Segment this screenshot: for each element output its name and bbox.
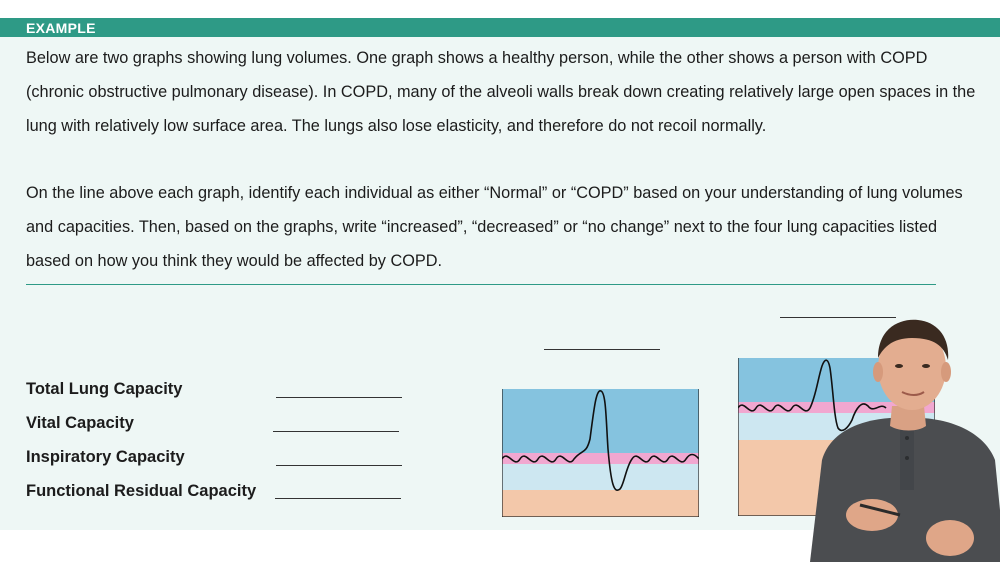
instructions-paragraph: On the line above each graph, identify e… — [26, 184, 963, 270]
lung-volume-graph-1 — [502, 389, 699, 517]
intro-paragraph: Below are two graphs showing lung volume… — [26, 49, 976, 135]
graph-1-breathing-trace — [502, 390, 699, 491]
capacity-label-total-lung: Total Lung Capacity — [26, 380, 183, 398]
answer-blank-inspiratory[interactable] — [276, 465, 402, 466]
section-divider — [26, 284, 936, 285]
answer-blank-functional-residual[interactable] — [275, 498, 401, 499]
graph-1-expiratory-reserve-band — [502, 464, 699, 490]
example-header-label: EXAMPLE — [26, 20, 96, 36]
graph-2-title-blank[interactable] — [780, 317, 896, 318]
graph-1-tidal-volume-band — [502, 453, 699, 464]
answer-blank-total-lung[interactable] — [276, 397, 402, 398]
capacity-label-functional-residual: Functional Residual Capacity — [26, 482, 257, 500]
graph-1-title-blank[interactable] — [544, 349, 660, 350]
graph-1-residual-volume-band — [502, 490, 699, 517]
graph-2-breathing-trace — [738, 359, 887, 432]
capacity-label-inspiratory: Inspiratory Capacity — [26, 448, 185, 466]
person-presenter-icon — [810, 319, 1000, 562]
example-header-bar — [0, 18, 1000, 37]
answer-blank-vital[interactable] — [273, 431, 399, 432]
capacity-label-vital: Vital Capacity — [26, 414, 134, 432]
graph-1-inspiratory-reserve-band — [502, 389, 699, 453]
graph-2-tidal-volume-band — [738, 402, 935, 413]
